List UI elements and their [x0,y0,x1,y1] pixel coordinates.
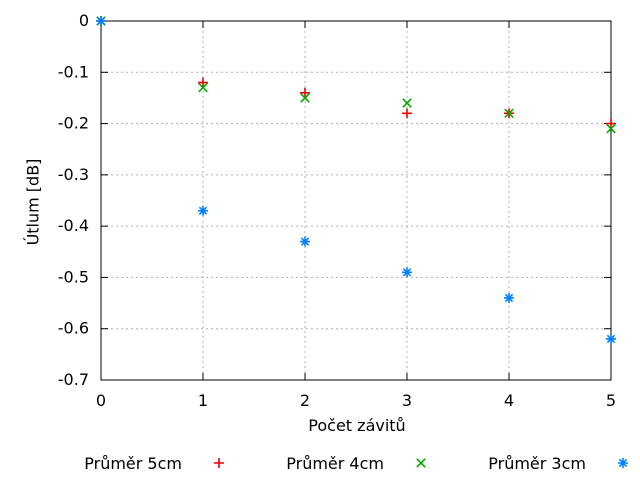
legend-item-prumer-3cm: Průměr 3cm [486,452,632,474]
legend-label-prumer-5cm: Průměr 5cm [84,453,182,473]
plot-border [100,20,612,381]
cross-marker-icon [416,458,426,468]
x-tick-label: 4 [504,391,514,410]
data-point-series-2 [504,292,514,303]
data-point-series-0 [606,118,616,129]
legend-item-prumer-5cm: Průměr 5cm [82,452,228,474]
legend: Průměr 5cm Průměr 4cm Průměr 3cm [0,452,640,476]
y-tick-label: -0.6 [58,319,89,338]
y-tick-label: -0.4 [58,216,89,235]
data-point-series-2 [300,236,310,247]
x-axis-label: Počet závitů [308,416,406,435]
data-point-series-2 [606,333,616,344]
x-tick-label: 2 [300,391,310,410]
data-point-series-1 [606,123,616,134]
x-tick-label: 1 [198,391,208,410]
plus-glyph [214,458,224,468]
data-point-series-0 [402,108,412,119]
legend-item-prumer-4cm: Průměr 4cm [284,452,430,474]
cross-glyph [416,458,426,468]
x-tick-label: 0 [96,391,106,410]
y-tick-label: -0.1 [58,62,89,81]
x-tick-label: 5 [606,391,616,410]
data-point-series-2 [198,205,208,216]
data-point-series-2 [96,16,106,26]
y-tick-label: 0 [79,11,89,30]
data-point-series-0 [300,87,310,98]
y-tick-label: -0.5 [58,267,89,286]
asterisk-glyph [618,458,628,468]
y-tick-label: -0.7 [58,370,89,389]
data-point-series-1 [504,108,514,119]
legend-label-prumer-4cm: Průměr 4cm [286,453,384,473]
legend-label-prumer-3cm: Průměr 3cm [488,453,586,473]
y-axis-label: Útlum [dB] [23,158,43,246]
data-point-series-1 [300,93,310,103]
data-point-series-2 [402,267,412,278]
x-tick-label: 3 [402,391,412,410]
data-point-series-1 [402,98,412,108]
data-point-series-1 [198,82,208,93]
y-tick-label: -0.2 [58,114,89,133]
plus-marker-icon [214,458,224,468]
data-point-series-0 [198,77,208,88]
asterisk-marker-icon [618,458,628,468]
y-tick-label: -0.3 [58,165,89,184]
